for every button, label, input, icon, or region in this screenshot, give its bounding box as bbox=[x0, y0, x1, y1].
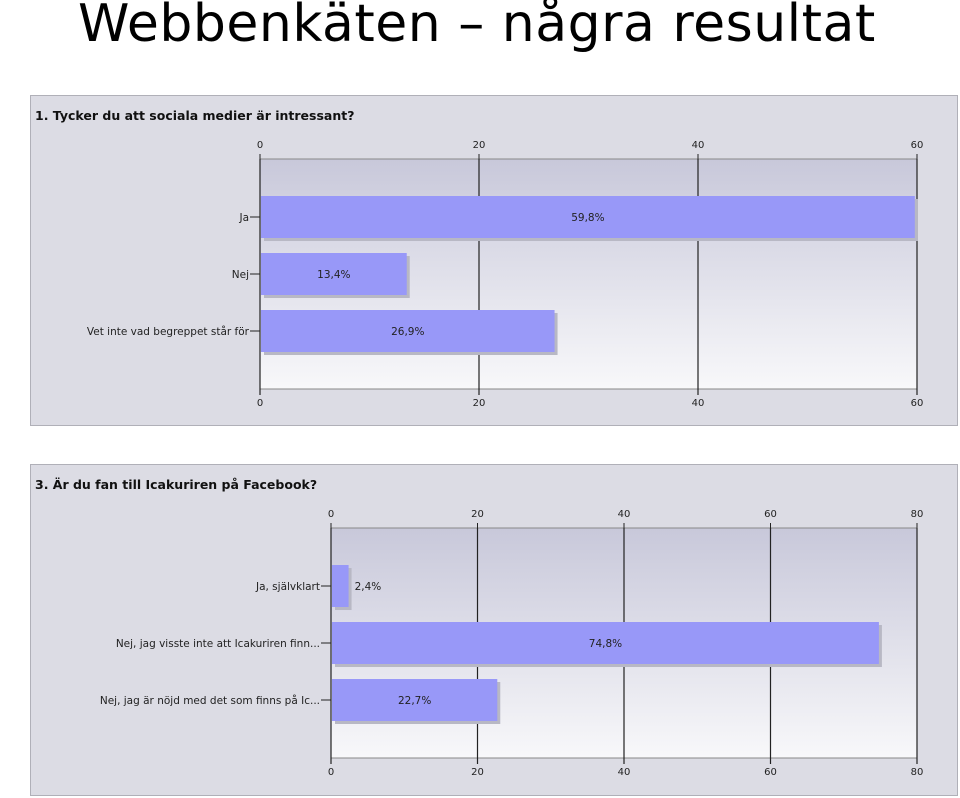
bar bbox=[332, 679, 498, 721]
x-tick-label-top: 80 bbox=[911, 509, 924, 520]
x-tick-label-bottom: 0 bbox=[257, 398, 263, 409]
x-tick-label-bottom: 60 bbox=[764, 767, 777, 778]
value-label: 13,4% bbox=[317, 269, 350, 281]
x-tick-label-top: 40 bbox=[692, 140, 705, 151]
bar bbox=[261, 253, 407, 295]
chart-panel-question-1: 1. Tycker du att sociala medier är intre… bbox=[30, 95, 958, 426]
x-tick-label-top: 20 bbox=[471, 509, 484, 520]
category-label: Ja, självklart bbox=[255, 581, 320, 593]
chart-panel-question-3: 3. Är du fan till Icakuriren på Facebook… bbox=[30, 464, 958, 796]
category-label: Nej bbox=[232, 269, 249, 281]
value-label: 74,8% bbox=[589, 638, 622, 650]
x-tick-label-bottom: 40 bbox=[618, 767, 631, 778]
value-label: 59,8% bbox=[571, 212, 604, 224]
x-tick-label-bottom: 80 bbox=[911, 767, 924, 778]
bar bbox=[332, 622, 879, 664]
x-tick-label-bottom: 60 bbox=[911, 398, 924, 409]
x-tick-label-bottom: 0 bbox=[328, 767, 334, 778]
chart-title: 1. Tycker du att sociala medier är intre… bbox=[35, 108, 354, 123]
bar bbox=[332, 565, 349, 607]
x-tick-label-bottom: 20 bbox=[473, 398, 486, 409]
x-tick-label-top: 60 bbox=[764, 509, 777, 520]
category-label: Nej, jag visste inte att Icakuriren finn… bbox=[116, 638, 320, 650]
page-title: Webbenkäten – några resultat bbox=[78, 0, 876, 54]
bar-chart-question-1: 1. Tycker du att sociala medier är intre… bbox=[35, 108, 924, 409]
value-label: 22,7% bbox=[398, 695, 431, 707]
x-tick-label-top: 0 bbox=[328, 509, 334, 520]
x-tick-label-bottom: 20 bbox=[471, 767, 484, 778]
bar-chart-question-3: 3. Är du fan till Icakuriren på Facebook… bbox=[35, 477, 924, 778]
category-label: Nej, jag är nöjd med det som finns på Ic… bbox=[100, 694, 320, 707]
x-tick-label-top: 60 bbox=[911, 140, 924, 151]
category-label: Vet inte vad begreppet står för bbox=[87, 325, 250, 338]
x-tick-label-top: 20 bbox=[473, 140, 486, 151]
chart-title: 3. Är du fan till Icakuriren på Facebook… bbox=[35, 477, 317, 492]
x-tick-label-bottom: 40 bbox=[692, 398, 705, 409]
bar bbox=[261, 310, 555, 352]
value-label: 2,4% bbox=[355, 581, 382, 593]
value-label: 26,9% bbox=[391, 326, 424, 338]
category-label: Ja bbox=[238, 212, 249, 224]
x-tick-label-top: 0 bbox=[257, 140, 263, 151]
x-tick-label-top: 40 bbox=[618, 509, 631, 520]
bar bbox=[261, 196, 915, 238]
